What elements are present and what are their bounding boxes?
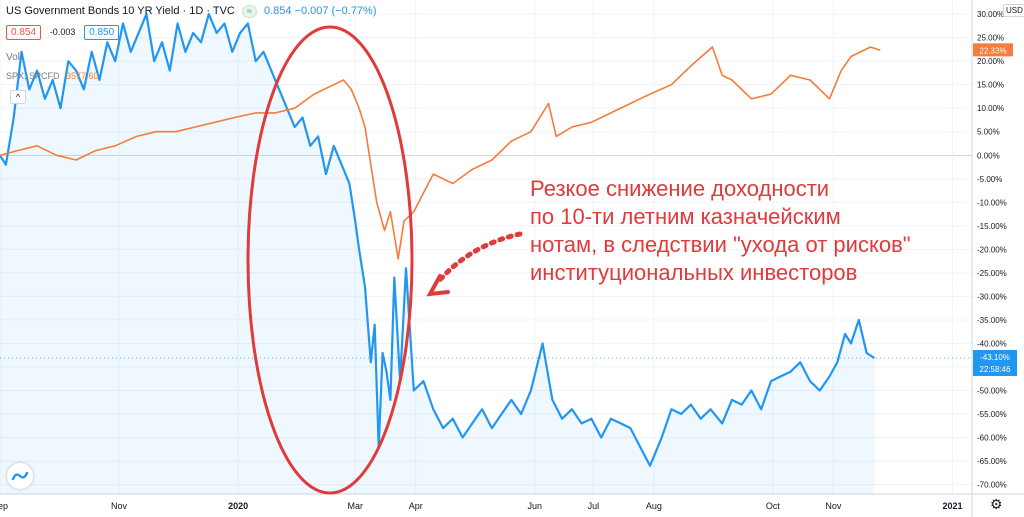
market-status-pill: ≈ [241,5,257,18]
bond-last-label: -43.10% [980,353,1010,362]
y-tick-label: 20.00% [977,57,1004,66]
x-tick-label: Nov [111,501,128,511]
series-layer [0,13,972,494]
x-tick-label: Oct [766,501,781,511]
chart-legend-header[interactable]: US Government Bonds 10 YR Yield · 1D · T… [6,5,377,18]
compare-symbol: SPX, SPCFD [6,71,60,81]
y-tick-label: -5.00% [977,175,1002,184]
y-tick-label: -10.00% [977,198,1007,207]
y-tick-labels: 30.00% 25.00% 20.00% 15.00% 10.00% 5.00% 0.00%… [977,10,1007,489]
y-tick-label: 5.00% [977,128,1000,137]
bond-countdown-label: 22:58:46 [979,365,1011,374]
annotation-arrow [435,231,523,285]
bond-yield-line [0,13,876,467]
x-tick-label: Sep [0,501,8,511]
ask-box[interactable]: 0.850 [84,25,120,40]
x-tick-label: Jun [528,501,543,511]
volume-label[interactable]: Vol [6,52,20,63]
y-tick-label: 30.00% [977,10,1004,19]
currency-badge[interactable]: USD [1003,4,1024,17]
bid-box[interactable]: 0.854 [6,25,42,40]
x-tick-label: Mar [347,501,363,511]
symbol-title[interactable]: US Government Bonds 10 YR Yield · 1D · T… [6,5,235,17]
x-tick-label: Nov [825,501,842,511]
y-tick-label: -40.00% [977,339,1007,348]
spx-last-label: 22.33% [979,46,1006,55]
compare-value: 3577.60 [66,71,99,81]
y-tick-label: 15.00% [977,81,1004,90]
y-tick-label: -55.00% [977,410,1007,419]
compare-legend[interactable]: SPX, SPCFD 3577.60 [6,71,99,81]
spread-value: -0.003 [49,27,76,37]
spx-line [0,46,881,260]
y-tick-label: -30.00% [977,292,1007,301]
tradingview-logo-icon[interactable] [7,463,33,489]
spx-last-badge [973,43,1013,57]
x-tick-label: 2021 [942,501,962,511]
bond-area [0,14,875,494]
y-tick-label: 25.00% [977,34,1004,43]
bond-last-badge [973,350,1017,377]
annotation-ellipse [246,25,414,495]
annotation-arrowhead [426,274,450,297]
y-tick-label: -60.00% [977,434,1007,443]
x-tick-labels: Sep Nov 2020 Mar Apr Jun Jul Aug Oct Nov 2021 [0,501,962,511]
x-tick-label: Jul [588,501,600,511]
annotation-text: Резкое снижение доходности по 10-ти летн… [530,176,911,285]
x-tick-label: 2020 [228,501,248,511]
x-tick-label: Apr [409,501,423,511]
y-tick-label: -20.00% [977,245,1007,254]
y-tick-label: -70.00% [977,481,1007,490]
y-tick-label: 10.00% [977,104,1004,113]
y-tick-label: -15.00% [977,222,1007,231]
bid-ask-row: 0.854 -0.003 0.850 [6,25,120,40]
y-tick-label: -65.00% [977,457,1007,466]
last-price: 0.854 [263,5,292,17]
y-tick-label: -35.00% [977,316,1007,325]
y-tick-label: -25.00% [977,269,1007,278]
last-value-badges: 22.33% -43.10% 22:58:46 [973,43,1017,377]
annotation-marks [246,25,523,495]
y-tick-label: 0.00% [977,151,1000,160]
gear-icon[interactable]: ⚙ [990,496,1003,512]
price-change: −0.007 (−0.77%) [294,5,377,17]
x-tick-label: Aug [646,501,662,511]
y-tick-label: -50.00% [977,386,1007,395]
collapse-legend-button[interactable]: ^ [10,90,26,104]
